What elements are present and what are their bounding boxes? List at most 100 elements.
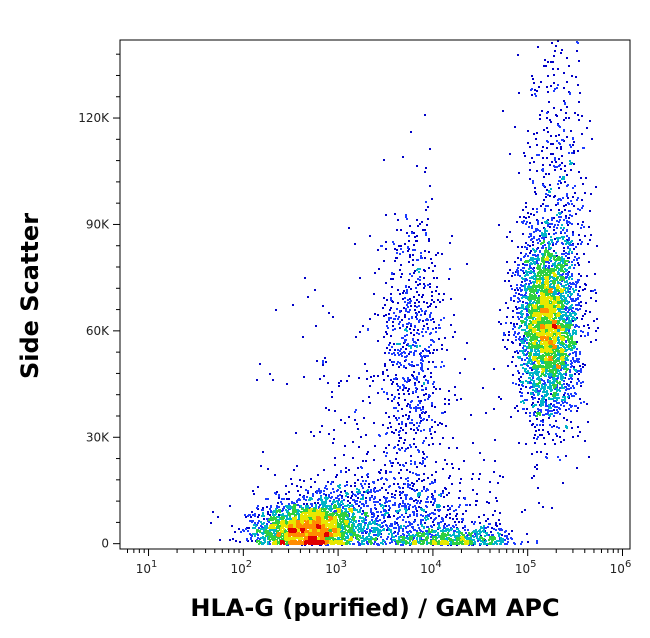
event-dot (531, 88, 533, 90)
event-dot (578, 380, 580, 382)
event-dot (522, 352, 524, 354)
event-dot (235, 540, 237, 542)
event-dot (522, 347, 524, 349)
event-dot (470, 535, 472, 537)
event-dot (407, 250, 409, 252)
event-dot (546, 189, 548, 191)
event-dot (571, 310, 573, 312)
event-dot (449, 242, 451, 244)
event-dot (587, 332, 589, 334)
event-dot (435, 327, 437, 329)
event-dot (542, 253, 544, 255)
event-dot (489, 491, 491, 493)
event-dot (557, 357, 559, 359)
event-dot (539, 118, 541, 120)
event-dot (400, 527, 402, 529)
event-dot (377, 524, 379, 526)
event-dot (382, 525, 384, 527)
event-dot (442, 468, 444, 470)
event-dot (427, 496, 429, 498)
event-dot (429, 185, 431, 187)
event-dot (348, 469, 350, 471)
event-dot (575, 333, 577, 335)
event-dot (519, 326, 521, 328)
event-dot (514, 261, 516, 263)
event-dot (551, 217, 553, 219)
event-dot (563, 439, 565, 441)
event-dot (281, 498, 283, 500)
event-dot (386, 392, 388, 394)
event-dot (419, 462, 421, 464)
event-dot (536, 144, 538, 146)
event-dot (358, 520, 360, 522)
event-dot (402, 500, 404, 502)
event-dot (556, 241, 558, 243)
event-dot (404, 506, 406, 508)
event-dot (520, 320, 522, 322)
event-dot (355, 336, 357, 338)
event-dot (396, 308, 398, 310)
event-dot (406, 330, 408, 332)
event-dot (565, 255, 567, 257)
event-dot (404, 508, 406, 510)
event-dot (536, 239, 538, 241)
event-dot (542, 164, 544, 166)
event-dot (564, 392, 566, 394)
event-dot (252, 514, 254, 516)
event-dot (283, 498, 285, 500)
event-dot (347, 496, 349, 498)
event-dot (574, 405, 576, 407)
event-dot (356, 488, 358, 490)
event-dot (407, 390, 409, 392)
event-dot (562, 367, 564, 369)
event-dot (553, 107, 555, 109)
event-dot (557, 183, 559, 185)
event-dot (549, 119, 551, 121)
event-dot (567, 384, 569, 386)
event-dot (570, 146, 572, 148)
event-dot (553, 384, 555, 386)
event-dot (558, 209, 560, 211)
event-dot (276, 491, 278, 493)
event-dot (551, 295, 553, 297)
event-dot (423, 418, 425, 420)
event-dot (569, 369, 571, 371)
event-dot (258, 514, 260, 516)
event-dot (563, 394, 565, 396)
event-dot (368, 483, 370, 485)
event-dot (396, 452, 398, 454)
event-dot (427, 489, 429, 491)
event-dot (359, 491, 361, 493)
event-dot (519, 300, 521, 302)
event-dot (514, 126, 516, 128)
event-dot (454, 331, 456, 333)
event-dot (425, 501, 427, 503)
event-dot (329, 500, 331, 502)
event-dot (425, 519, 427, 521)
event-dot (518, 92, 520, 94)
event-dot (550, 85, 552, 87)
event-dot (390, 307, 392, 309)
event-dot (541, 434, 543, 436)
event-dot (452, 518, 454, 520)
event-dot (301, 508, 303, 510)
event-dot (458, 468, 460, 470)
event-dot (425, 393, 427, 395)
event-dot (391, 431, 393, 433)
event-dot (361, 485, 363, 487)
event-dot (397, 352, 399, 354)
event-dot (322, 505, 324, 507)
event-dot (454, 386, 456, 388)
event-dot (580, 330, 582, 332)
event-dot (529, 169, 531, 171)
event-dot (387, 427, 389, 429)
event-dot (354, 419, 356, 421)
event-dot (536, 90, 538, 92)
event-dot (564, 396, 566, 398)
event-dot (550, 121, 552, 123)
event-dot (499, 309, 501, 311)
event-dot (423, 532, 425, 534)
event-dots (210, 40, 599, 546)
event-dot (536, 385, 538, 387)
event-dot (492, 543, 494, 545)
